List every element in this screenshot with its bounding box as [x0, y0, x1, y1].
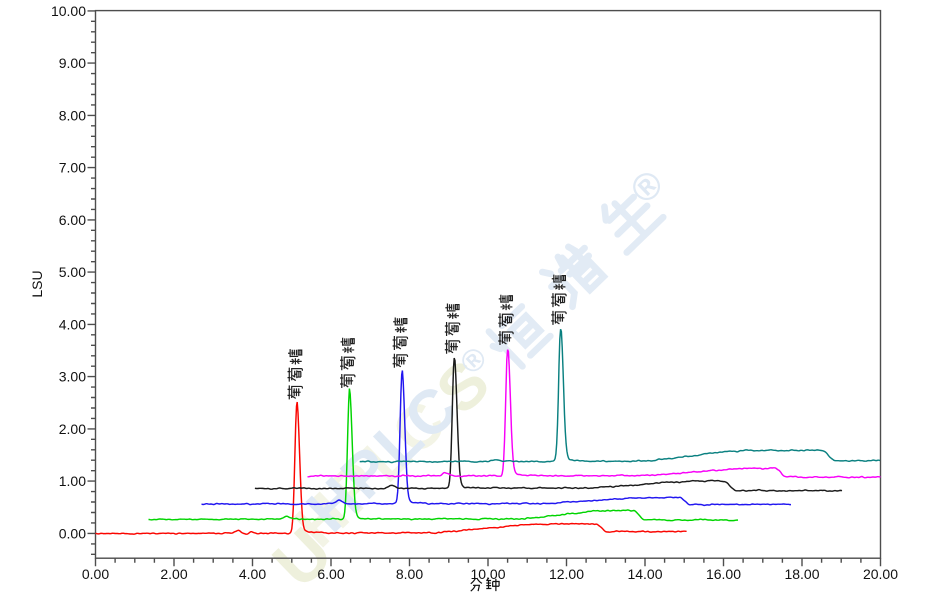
svg-text:0.00: 0.00: [82, 566, 109, 582]
svg-text:16.00: 16.00: [706, 566, 741, 582]
svg-text:12.00: 12.00: [549, 566, 584, 582]
svg-text:9.00: 9.00: [59, 55, 86, 71]
svg-text:4.00: 4.00: [239, 566, 266, 582]
svg-text:7.00: 7.00: [59, 160, 86, 176]
svg-text:20.00: 20.00: [863, 566, 898, 582]
svg-text:10.00: 10.00: [470, 566, 505, 582]
svg-text:2.00: 2.00: [59, 421, 86, 437]
svg-text:8.00: 8.00: [59, 107, 86, 123]
svg-text:1.00: 1.00: [59, 473, 86, 489]
svg-text:18.00: 18.00: [784, 566, 819, 582]
svg-text:4.00: 4.00: [59, 316, 86, 332]
svg-text:0.00: 0.00: [59, 525, 86, 541]
svg-text:8.00: 8.00: [396, 566, 423, 582]
svg-text:6.00: 6.00: [59, 212, 86, 228]
svg-text:2.00: 2.00: [160, 566, 187, 582]
svg-text:LSU: LSU: [29, 270, 45, 297]
svg-text:14.00: 14.00: [627, 566, 662, 582]
svg-text:6.00: 6.00: [317, 566, 344, 582]
svg-text:5.00: 5.00: [59, 264, 86, 280]
svg-text:3.00: 3.00: [59, 369, 86, 385]
svg-text:10.00: 10.00: [51, 3, 86, 19]
